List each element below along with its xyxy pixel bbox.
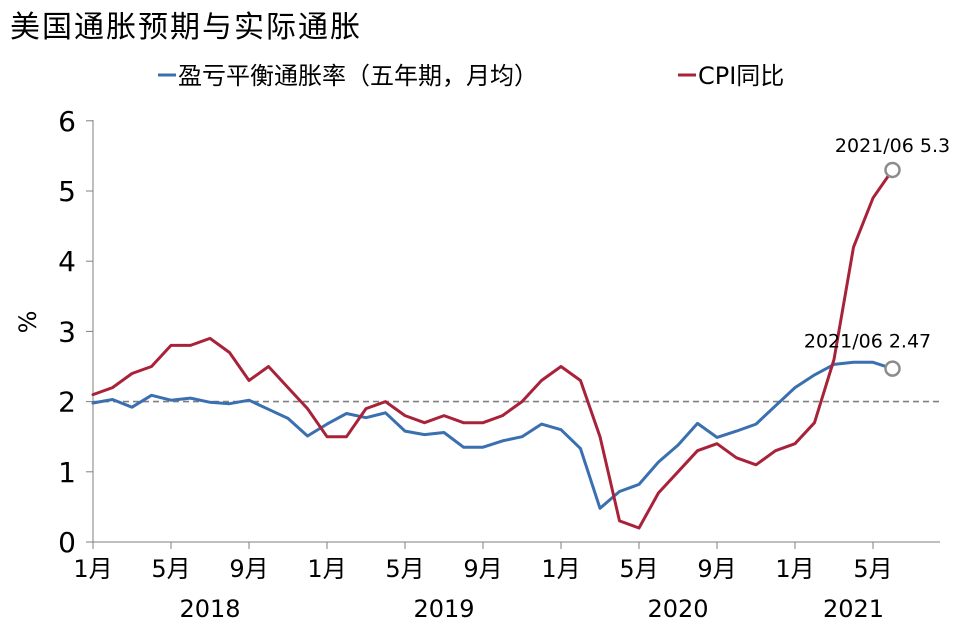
- year-label: 2020: [647, 595, 708, 623]
- x-tick-label: 1月: [775, 555, 814, 583]
- annotation-marker: [884, 360, 901, 377]
- x-tick-label: 9月: [697, 555, 736, 583]
- x-tick-label: 1月: [307, 555, 346, 583]
- series-lines: [91, 168, 894, 530]
- y-tick-label: 3: [58, 315, 76, 348]
- annotation-label: 2021/06 2.47: [804, 331, 931, 353]
- x-tick-label: 9月: [229, 555, 268, 583]
- y-tick-label: 2: [58, 386, 76, 419]
- year-label: 2021: [823, 595, 884, 623]
- legend-label: CPI同比: [698, 62, 784, 90]
- x-tick-label: 1月: [73, 555, 112, 583]
- y-tick-label: 1: [58, 456, 76, 489]
- x-tick-label: 9月: [463, 555, 502, 583]
- y-tick-label: 5: [58, 175, 76, 208]
- y-tick-label: 6: [58, 105, 76, 138]
- x-tick-label: 5月: [151, 555, 190, 583]
- y-axis-label: %: [14, 311, 42, 334]
- legend-label: 盈亏平衡通胀率（五年期，月均）: [178, 62, 538, 90]
- year-label: 2018: [179, 595, 240, 623]
- legend: 盈亏平衡通胀率（五年期，月均） CPI同比: [158, 62, 784, 90]
- y-tick-label: 0: [58, 526, 76, 559]
- y-axis: 0 1 2 3 4 5 6%: [14, 105, 94, 559]
- breakeven-inflation-line: [91, 360, 894, 510]
- y-tick-label: 4: [58, 245, 76, 278]
- x-tick-label: 5月: [385, 555, 424, 583]
- annotation-marker: [884, 161, 901, 179]
- x-axis: 1月 5月 9月 1月 5月 9月 1月 5月 9月 1月 5月 2018 2019 2020 2021: [73, 541, 940, 623]
- year-label: 2019: [413, 595, 474, 623]
- annotations: 2021/06 5.3 2021/06 2.47: [804, 135, 950, 377]
- cpi-yoy-line: [91, 168, 894, 530]
- x-tick-label: 1月: [541, 555, 580, 583]
- annotation-label: 2021/06 5.3: [835, 135, 950, 157]
- x-tick-label: 5月: [619, 555, 658, 583]
- x-tick-label: 5月: [853, 555, 892, 583]
- chart-title: 美国通胀预期与实际通胀: [10, 10, 362, 45]
